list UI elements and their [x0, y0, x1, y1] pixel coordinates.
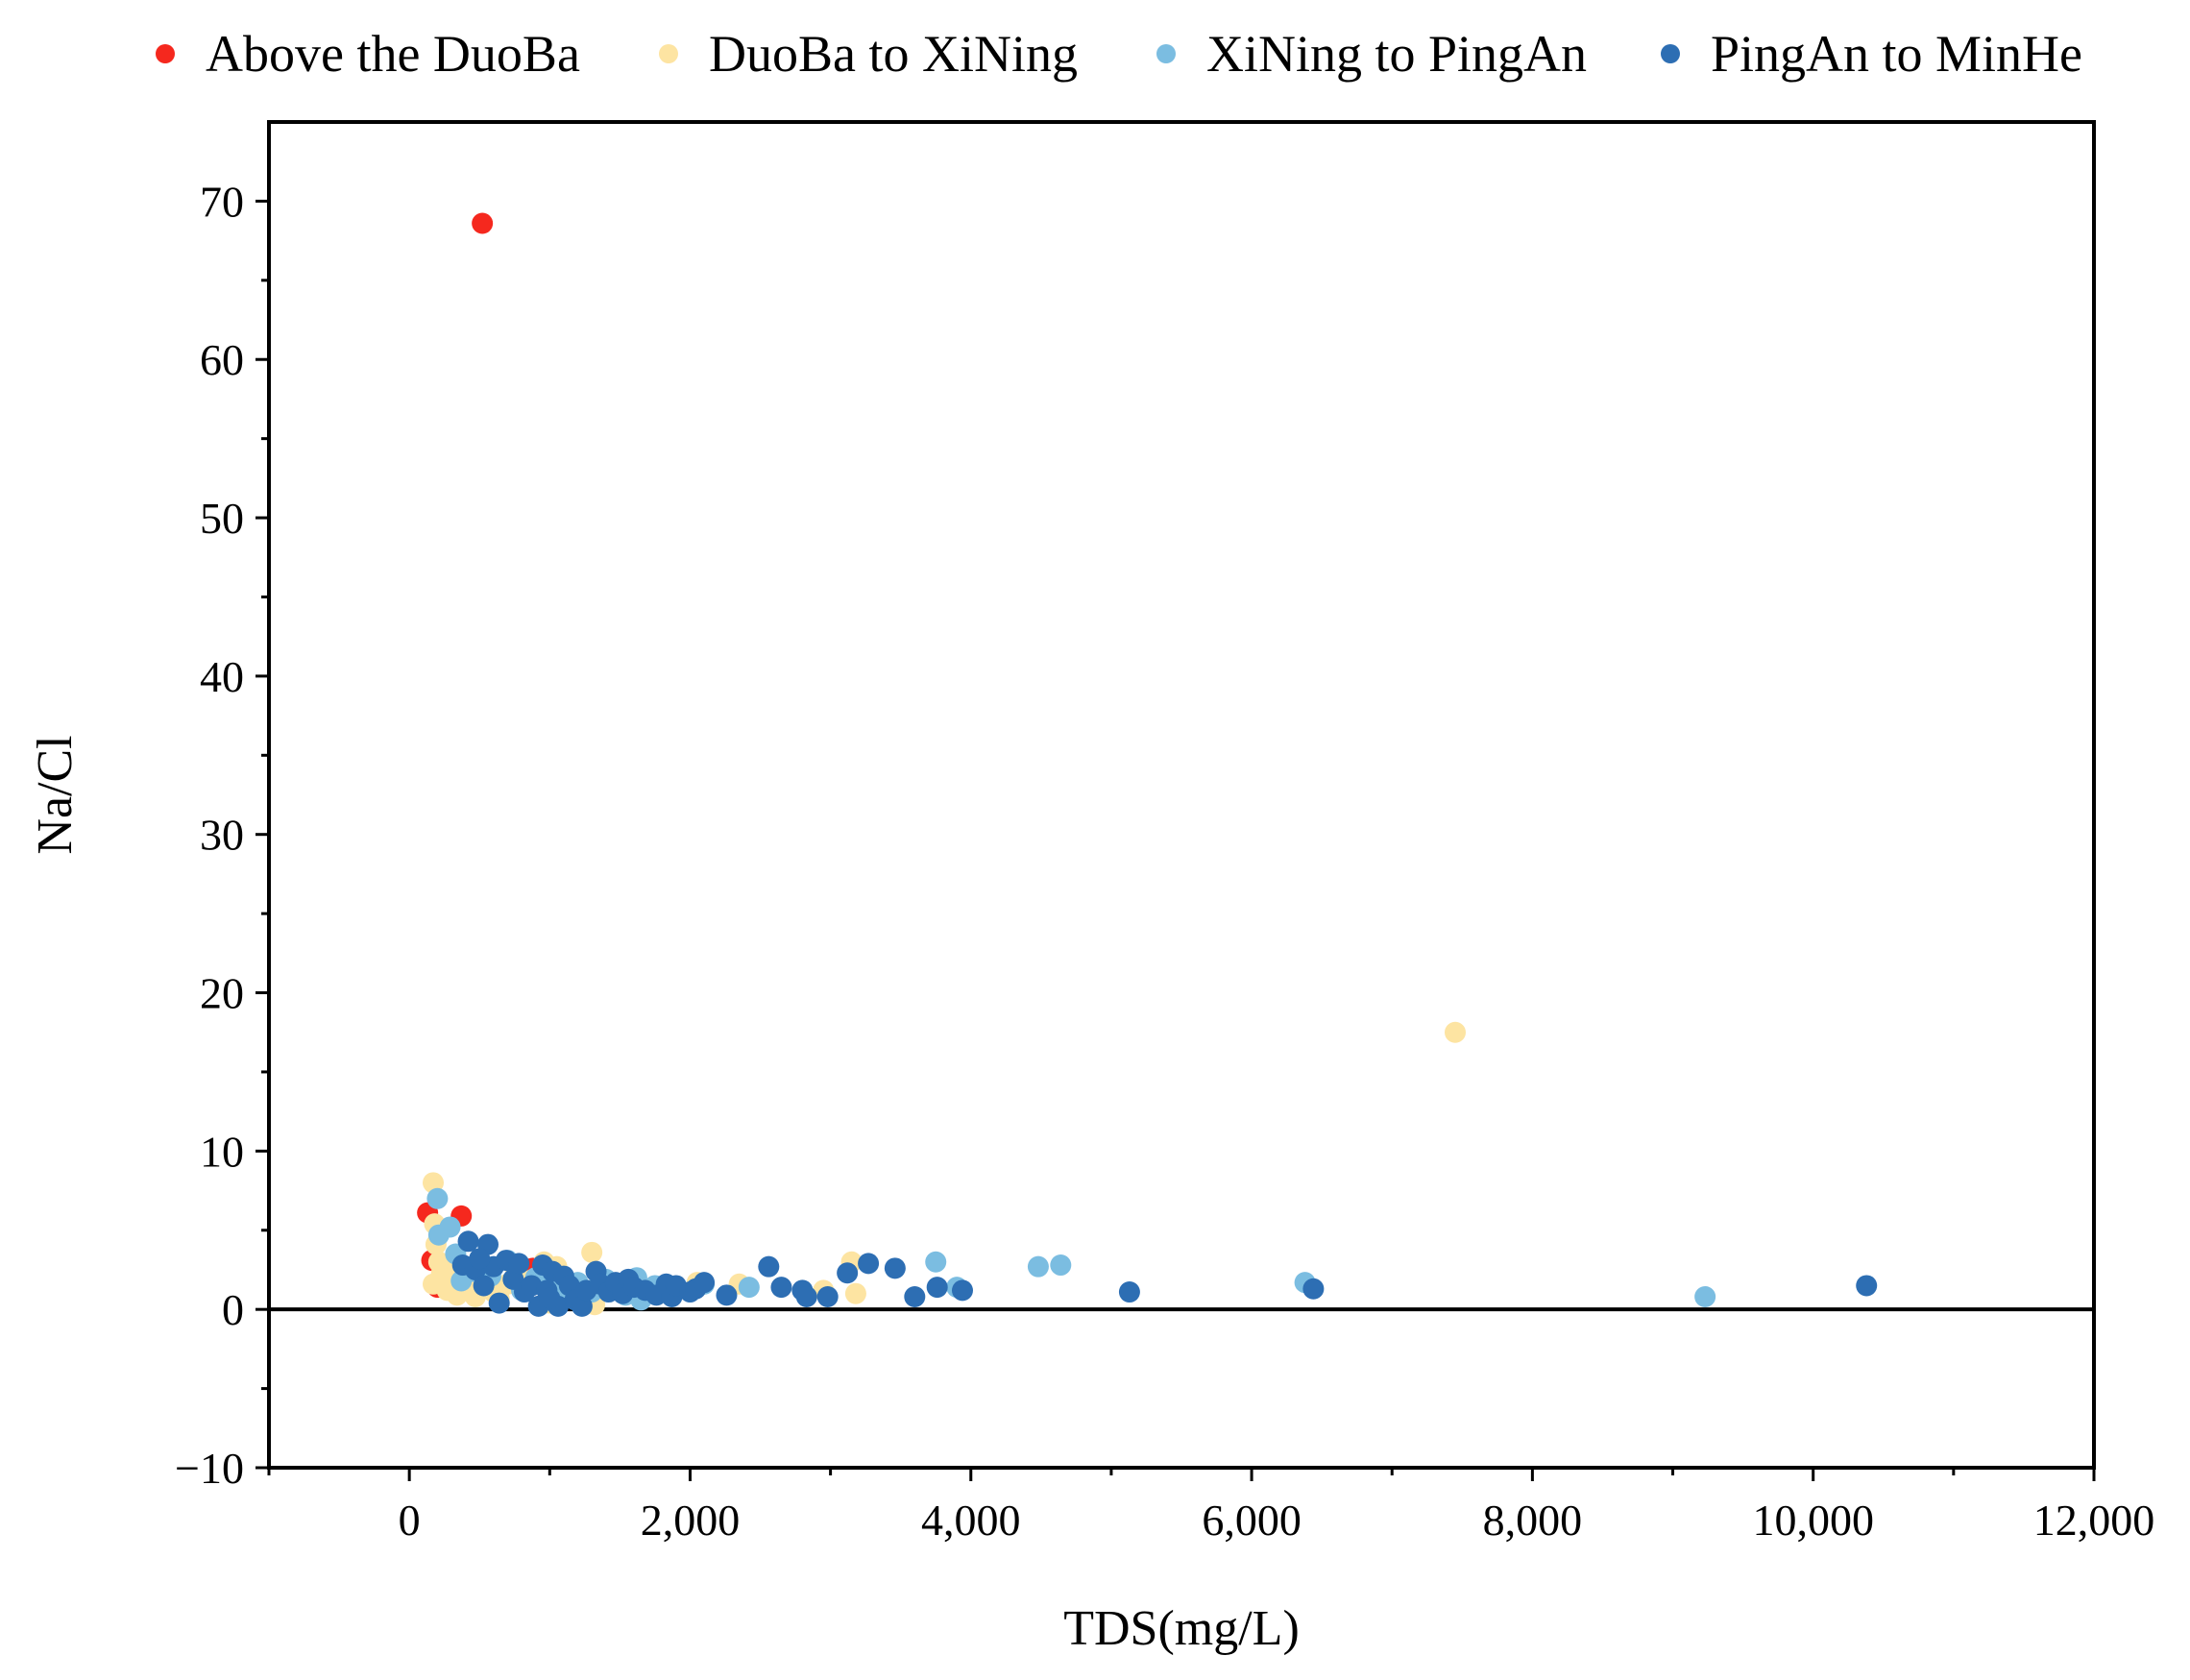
data-point [694, 1272, 716, 1294]
legend-item: PingAn to MinHe [1661, 25, 2082, 83]
y-axis-title: Na/Cl [28, 735, 83, 854]
legend-label: XiNing to PingAn [1206, 25, 1587, 83]
data-point [469, 1248, 491, 1270]
x-axis: 0 2,000 4,000 6,000 8,000 10,000 12,000 [267, 1468, 2155, 1545]
data-point [539, 1287, 561, 1309]
x-tick-label: 2,000 [641, 1496, 741, 1545]
data-point [837, 1262, 859, 1284]
data-point [844, 1282, 866, 1304]
x-tick-label: 4,000 [921, 1496, 1021, 1545]
series-above-the-duoba [417, 212, 544, 1299]
data-point [508, 1253, 530, 1275]
data-point [925, 1251, 947, 1273]
y-tick-label: 10 [200, 1127, 244, 1176]
data-point [1445, 1021, 1466, 1043]
data-point [904, 1285, 926, 1307]
x-axis-title: TDS(mg/L) [1063, 1601, 1300, 1656]
data-point [926, 1277, 948, 1299]
data-point [426, 1187, 449, 1209]
data-point [488, 1292, 510, 1314]
plot-frame [267, 120, 2096, 1470]
series-pingan-to-minhe [451, 1230, 1878, 1317]
legend-marker [659, 44, 678, 63]
data-point [952, 1279, 973, 1302]
legend-item: DuoBa to XiNing [659, 25, 1078, 83]
data-point [816, 1285, 839, 1307]
data-point [581, 1241, 603, 1263]
data-points [417, 212, 1878, 1317]
legend-item: Above the DuoBa [156, 25, 580, 83]
y-tick-label: 70 [200, 177, 244, 226]
y-tick-label: −10 [175, 1444, 244, 1493]
data-point [716, 1284, 738, 1306]
data-point [571, 1295, 593, 1317]
y-tick-label: 40 [200, 652, 244, 701]
data-point [1856, 1275, 1878, 1297]
data-point [758, 1255, 780, 1278]
legend-label: DuoBa to XiNing [709, 25, 1078, 83]
data-point [1694, 1285, 1716, 1307]
x-tick-label: 12,000 [2033, 1496, 2155, 1545]
legend-marker [156, 44, 175, 63]
series-duoba-to-xining [423, 1021, 1466, 1316]
data-point [439, 1216, 461, 1238]
legend-label: PingAn to MinHe [1711, 25, 2082, 83]
data-point [423, 1172, 444, 1194]
x-tick-label: 6,000 [1202, 1496, 1302, 1545]
y-tick-label: 20 [200, 969, 244, 1018]
data-point [1050, 1254, 1072, 1277]
legend: Above the DuoBa DuoBa to XiNing XiNing to … [156, 25, 2082, 83]
y-tick-label: 60 [200, 335, 244, 384]
y-tick-label: 0 [222, 1285, 244, 1334]
data-point [795, 1285, 817, 1307]
data-point [770, 1277, 792, 1299]
data-point [1302, 1278, 1325, 1300]
data-point [457, 1230, 479, 1253]
legend-item: XiNing to PingAn [1156, 25, 1587, 83]
y-axis: −10 0 10 20 30 40 50 60 70 [175, 177, 269, 1493]
y-tick-label: 30 [200, 811, 244, 860]
data-point [1118, 1281, 1140, 1303]
x-tick-label: 10,000 [1752, 1496, 1874, 1545]
data-point [473, 1275, 495, 1297]
data-point [1027, 1255, 1049, 1278]
legend-marker [1661, 44, 1680, 63]
legend-marker [1156, 44, 1176, 63]
data-point [472, 212, 494, 234]
y-tick-label: 50 [200, 494, 244, 543]
data-point [884, 1257, 906, 1279]
x-tick-label: 8,000 [1483, 1496, 1583, 1545]
data-point [738, 1277, 760, 1299]
legend-label: Above the DuoBa [206, 25, 580, 83]
x-tick-label: 0 [399, 1496, 421, 1545]
data-point [858, 1253, 880, 1275]
